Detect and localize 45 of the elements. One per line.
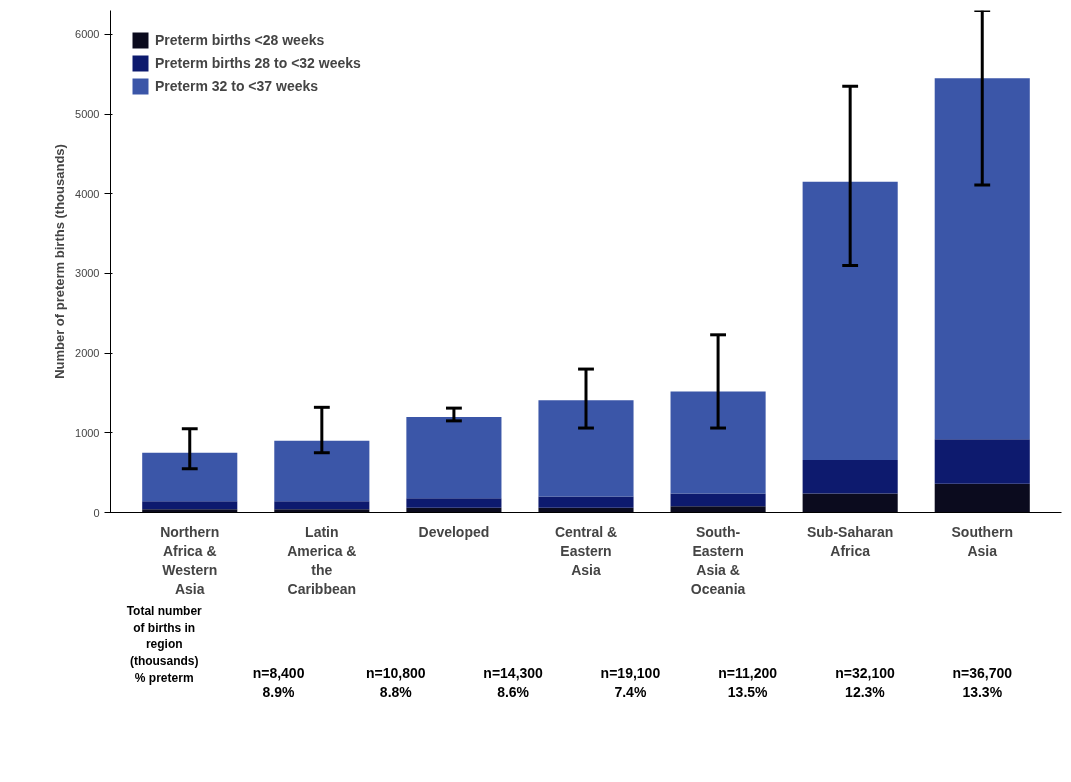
bar	[142, 509, 238, 513]
y-tick-label: 2000	[75, 347, 100, 360]
legend-label: Preterm births <28 weeks	[155, 32, 325, 48]
text: n=10,800 8.8%	[366, 665, 426, 701]
bar	[406, 498, 502, 508]
x-tick-label: South-Eastern Asia & Oceania	[690, 523, 746, 598]
x-tick-label: Central & Eastern Asia	[554, 523, 618, 578]
bar	[802, 459, 898, 494]
bar	[406, 416, 502, 499]
x-tick-label: Sub-Saharan Africa	[806, 523, 894, 559]
bar	[802, 181, 898, 460]
bar	[670, 493, 766, 507]
y-tick-label: 0	[93, 506, 100, 519]
x-tick-label: Developed	[418, 523, 490, 540]
bar	[274, 440, 370, 502]
x-tick-label: Southern Asia	[951, 523, 1013, 559]
text: n=14,300 8.6%	[483, 665, 544, 701]
bar	[274, 501, 370, 510]
x-tick-label: Northern Africa & Western Asia	[160, 523, 220, 598]
y-axis-title: Number of preterm births (thousands)	[52, 144, 68, 379]
text: n=11,200 13.5%	[718, 665, 778, 701]
bar	[274, 509, 370, 513]
bar	[142, 452, 238, 502]
bar	[670, 506, 766, 513]
y-tick-label: 3000	[75, 267, 100, 280]
legend-label: Preterm births 28 to <32 weeks	[155, 55, 361, 71]
bar	[934, 78, 1030, 440]
bar	[670, 391, 766, 494]
legend-label: Preterm 32 to <37 weeks	[155, 78, 319, 94]
bar	[802, 493, 898, 513]
text: Total number of births in region (thousands) % preterm	[126, 603, 203, 686]
bar	[142, 501, 238, 510]
text: n=8,400 8.9%	[252, 665, 305, 701]
y-tick-label: 1000	[75, 426, 100, 439]
bar	[538, 400, 634, 497]
bar	[934, 439, 1030, 484]
text: n=32,100 12.3%	[835, 665, 895, 701]
bar	[538, 496, 634, 508]
text: n=36,700 13.3%	[952, 665, 1013, 701]
bar	[934, 483, 1030, 513]
x-tick-label: Latin America & the Caribbean	[287, 523, 357, 598]
text: n=19,100 7.4%	[600, 665, 661, 701]
y-tick-label: 6000	[75, 28, 100, 41]
y-tick-label: 5000	[75, 108, 100, 121]
y-tick-label: 4000	[75, 187, 100, 200]
